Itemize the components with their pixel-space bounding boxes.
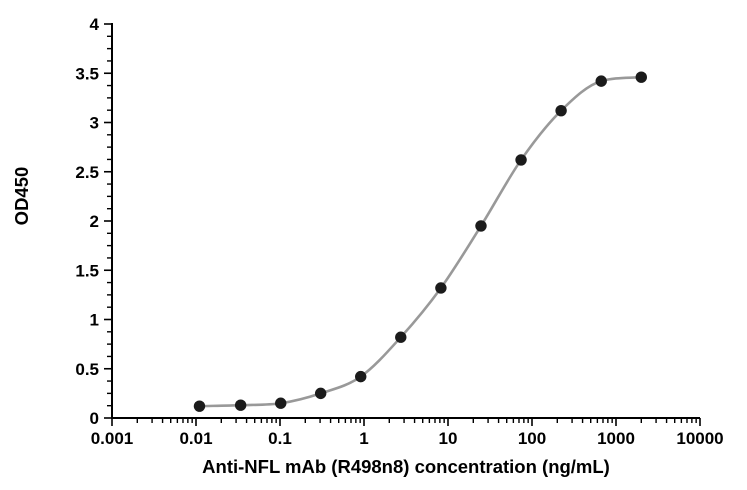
y-axis-title: OD450 [11, 167, 32, 226]
y-tick-label: 1.5 [75, 261, 99, 280]
data-point-markers [193, 71, 647, 412]
y-axis-ticks [104, 23, 112, 419]
x-tick-label: 0.1 [268, 429, 292, 448]
fit-line [198, 75, 643, 408]
y-tick-label: 0.5 [75, 360, 99, 379]
data-point [234, 399, 247, 411]
x-tick-label: 0.01 [179, 429, 212, 448]
y-tick-label: 4 [90, 15, 100, 34]
x-axis-tick-labels: 0.001 0.01 0.1 1 10 100 1000 10000 [91, 429, 724, 448]
y-tick-label: 2.5 [75, 163, 99, 182]
data-point [635, 71, 647, 83]
y-tick-label: 3 [90, 114, 99, 133]
data-point [395, 331, 407, 343]
x-tick-label: 10000 [676, 429, 723, 448]
data-point [515, 154, 527, 166]
y-tick-label: 0 [90, 409, 99, 428]
data-point [275, 397, 287, 409]
fitted-sigmoid-curve [198, 75, 643, 408]
y-tick-label: 2 [90, 212, 99, 231]
data-point [193, 400, 206, 412]
y-tick-label: 1 [90, 311, 99, 330]
axes [111, 23, 700, 419]
x-tick-label: 0.001 [91, 429, 134, 448]
data-point [355, 370, 367, 383]
y-tick-label: 3.5 [75, 64, 99, 83]
x-tick-label: 100 [518, 429, 546, 448]
data-point [595, 75, 607, 87]
x-tick-label: 1000 [597, 429, 635, 448]
y-axis-tick-labels: 0 0.5 1 1.5 2 2.5 3 3.5 4 [75, 15, 99, 428]
data-point [314, 387, 327, 400]
data-point [555, 104, 567, 117]
data-point [475, 220, 487, 232]
x-axis-title: Anti-NFL mAb (R498n8) concentration (ng/… [202, 456, 610, 477]
x-tick-label: 10 [439, 429, 458, 448]
x-tick-label: 1 [359, 429, 368, 448]
data-point [435, 282, 447, 294]
x-axis-ticks [111, 418, 701, 426]
